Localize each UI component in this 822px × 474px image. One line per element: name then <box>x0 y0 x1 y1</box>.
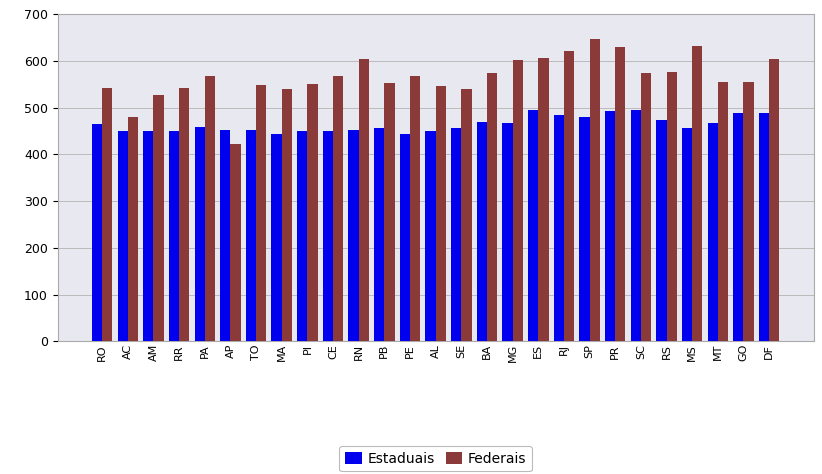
Bar <box>759 113 769 341</box>
Bar <box>538 58 548 341</box>
Bar <box>256 85 266 341</box>
Bar <box>246 130 256 341</box>
Bar <box>733 113 743 341</box>
Bar <box>477 122 487 341</box>
Bar <box>323 130 333 341</box>
Bar <box>641 73 651 341</box>
Legend: Estaduais, Federais: Estaduais, Federais <box>339 447 532 472</box>
Bar <box>605 111 615 341</box>
Bar <box>195 128 205 341</box>
Bar <box>92 124 102 341</box>
Bar <box>282 89 292 341</box>
Bar <box>436 86 446 341</box>
Bar <box>564 51 575 341</box>
Bar <box>615 47 626 341</box>
Bar <box>307 84 317 341</box>
Bar <box>358 59 369 341</box>
Bar <box>656 120 667 341</box>
Bar <box>743 82 754 341</box>
Bar <box>128 117 138 341</box>
Bar <box>718 82 728 341</box>
Bar <box>102 88 113 341</box>
Bar <box>143 131 154 341</box>
Bar <box>220 130 230 341</box>
Bar <box>630 110 641 341</box>
Bar <box>333 76 344 341</box>
Bar <box>374 128 385 341</box>
Bar <box>169 130 179 341</box>
Bar <box>426 131 436 341</box>
Bar <box>708 123 718 341</box>
Bar <box>451 128 461 341</box>
Bar <box>554 115 564 341</box>
Bar <box>769 59 779 341</box>
Bar <box>528 110 538 341</box>
Bar <box>692 46 703 341</box>
Bar <box>399 134 410 341</box>
Bar <box>580 117 589 341</box>
Bar <box>410 76 420 341</box>
Bar <box>118 131 128 341</box>
Bar <box>349 129 358 341</box>
Bar <box>513 60 523 341</box>
Bar <box>461 89 472 341</box>
Bar <box>179 88 189 341</box>
Bar <box>667 72 677 341</box>
Bar <box>385 83 395 341</box>
Bar <box>230 144 241 341</box>
Bar <box>154 95 164 341</box>
Bar <box>487 73 497 341</box>
Bar <box>502 123 513 341</box>
Bar <box>271 134 282 341</box>
Bar <box>589 38 600 341</box>
Bar <box>682 128 692 341</box>
Bar <box>205 76 215 341</box>
Bar <box>297 130 307 341</box>
